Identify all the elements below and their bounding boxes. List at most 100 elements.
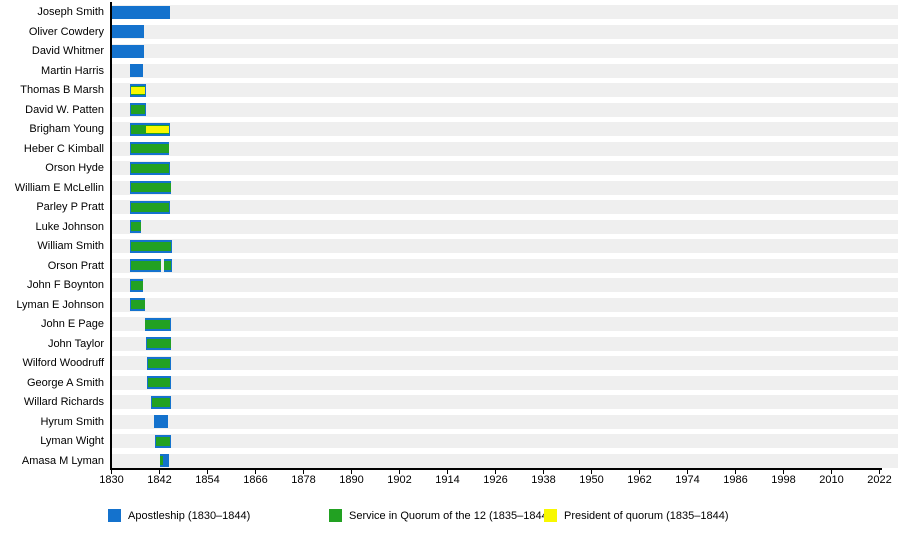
axis-tick-label: 1938 [531,474,556,486]
row-label: Willard Richards [23,396,104,409]
axis-tick-label: 1950 [579,474,604,486]
axis-tick [350,469,353,474]
axis-tick-label: 1866 [243,474,268,486]
service-bar [147,378,171,388]
axis-tick [158,469,161,474]
axis-tick-label: 1878 [291,474,316,486]
service-bar [145,319,171,329]
row-label: Martin Harris [41,64,104,77]
axis-tick [206,469,209,474]
row-track [111,414,898,429]
row-track [111,5,898,19]
row-label: John Taylor [47,337,104,350]
row-track [111,141,898,156]
axis-tick [782,469,785,474]
row-label: George A Smith [26,376,104,389]
president-swatch [544,509,557,522]
service-bar [155,436,171,446]
service-bar [130,261,161,271]
row-label: David Whitmer [31,45,104,58]
axis-tick [446,469,449,474]
row-label: Lyman E Johnson [16,298,104,311]
service-bar [130,300,145,310]
row-track [111,200,898,215]
apostleship-swatch [108,509,121,522]
row-label: William Smith [37,240,104,253]
row-track [111,297,898,312]
service-bar [130,280,143,290]
row-label: Wilford Woodruff [22,357,104,370]
apostleship-bar [153,415,169,429]
service-bar [130,222,141,232]
service-bar [159,456,164,466]
row-track [111,122,898,137]
axis-tick-label: 2022 [867,474,892,486]
service-bar [130,241,172,251]
row-label: Parley P Pratt [36,201,104,214]
axis-tick [638,469,641,474]
row-track [111,434,898,449]
row-label: Oliver Cowdery [28,25,104,38]
row-label: Brigham Young [29,123,104,136]
axis-tick-label: 1998 [771,474,796,486]
apostleship-bar [159,454,170,468]
axis-tick-label: 1830 [99,474,124,486]
row-label: Heber C Kimball [23,142,104,155]
row-label: Orson Hyde [45,162,104,175]
axis-tick-label: 1890 [339,474,364,486]
axis-tick-label: 1902 [387,474,412,486]
row-track [111,258,898,273]
axis-tick [590,469,593,474]
row-label: Joseph Smith [37,6,104,18]
service-bar [151,397,171,407]
row-label: John E Page [41,318,104,331]
row-label: Amasa M Lyman [21,454,104,467]
service-bar [146,339,171,349]
axis-tick [734,469,737,474]
row-label: Hyrum Smith [40,415,104,428]
axis-tick-label: 1854 [195,474,220,486]
row-track [111,161,898,176]
row-label: Thomas B Marsh [20,84,104,97]
axis-tick [110,469,113,474]
row-label: Lyman Wight [40,435,104,448]
service-bar [164,261,172,271]
axis-tick [254,469,257,474]
axis-tick [542,469,545,474]
service-bar [130,183,171,193]
axis-tick [878,469,881,474]
legend-label: Service in Quorum of the 12 (1835–1844) [349,510,552,522]
y-axis-line [110,2,112,469]
row-track [111,24,898,39]
apostleship-bar [111,5,170,19]
apostleship-bar [129,64,144,78]
x-axis-line [110,468,882,470]
row-track [111,83,898,98]
row-track [111,239,898,254]
axis-tick [830,469,833,474]
legend-label: Apostleship (1830–1844) [128,510,251,522]
axis-tick-label: 2010 [819,474,844,486]
row-label: William E McLellin [14,181,104,194]
row-track [111,278,898,293]
row-track [111,44,898,59]
axis-tick [494,469,497,474]
axis-tick-label: 1962 [627,474,652,486]
axis-tick-label: 1986 [723,474,748,486]
axis-tick [686,469,689,474]
row-track [111,317,898,332]
axis-tick [302,469,305,474]
row-track [111,356,898,371]
row-track [111,336,898,351]
axis-tick-label: 1974 [675,474,700,486]
row-track [111,219,898,234]
legend-label: President of quorum (1835–1844) [564,510,729,522]
row-track [111,63,898,78]
row-label: Luke Johnson [35,220,105,233]
row-label: John F Boynton [26,279,104,292]
axis-tick [398,469,401,474]
row-track [111,453,898,468]
apostleship-bar [111,25,144,39]
row-track [111,395,898,410]
